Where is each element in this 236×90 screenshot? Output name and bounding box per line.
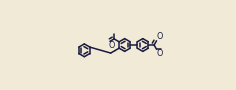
- Text: O: O: [157, 31, 163, 40]
- Text: O: O: [108, 41, 114, 50]
- Text: O: O: [157, 50, 163, 59]
